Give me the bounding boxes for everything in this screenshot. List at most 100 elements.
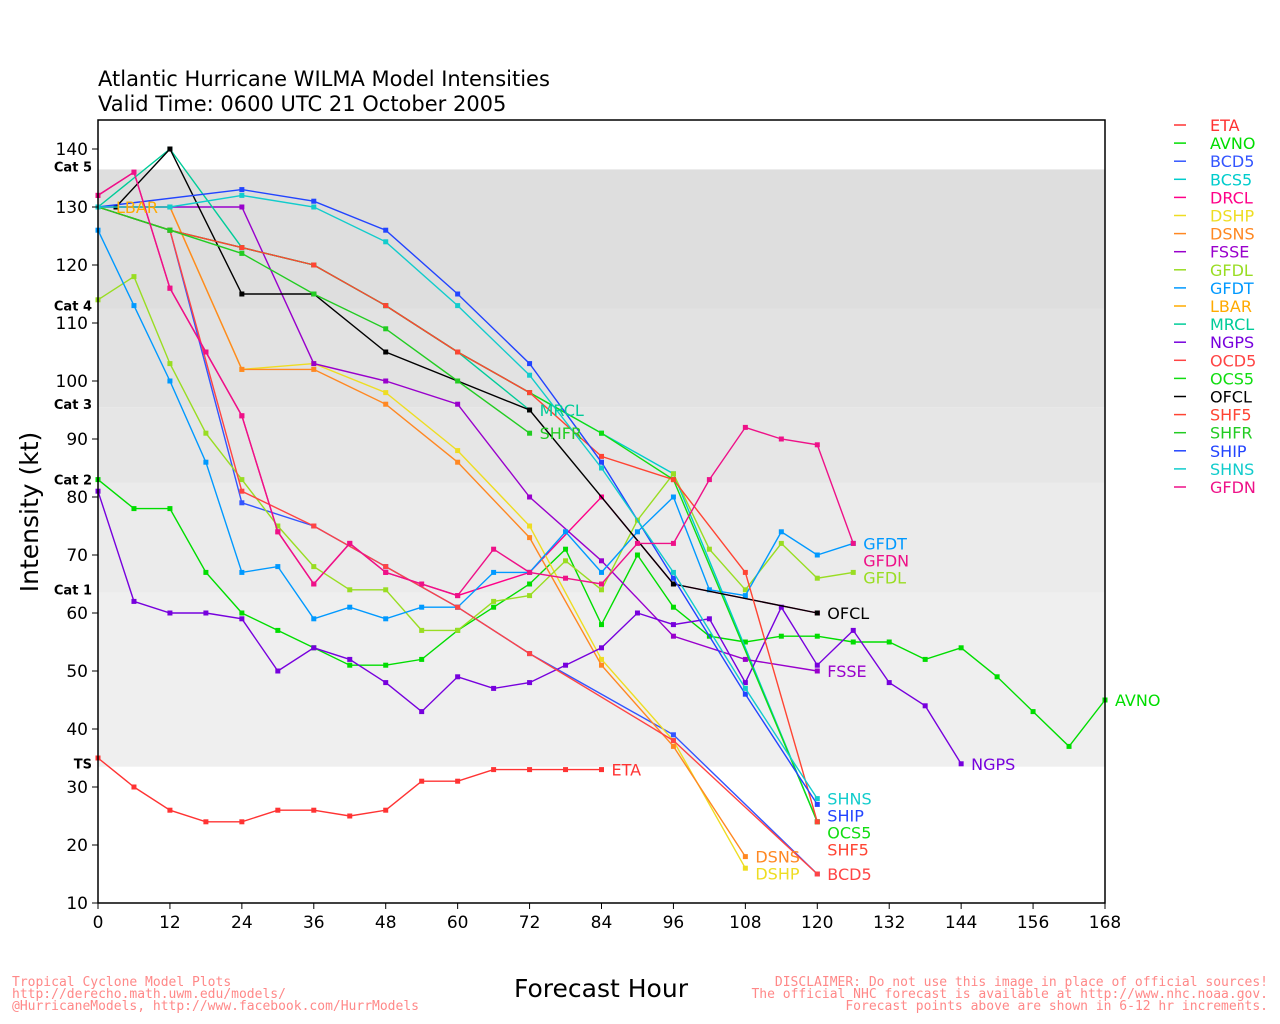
data-point bbox=[742, 854, 748, 860]
series-end-label: DSHP bbox=[755, 865, 800, 884]
data-point bbox=[778, 529, 784, 535]
series-line-gfdt bbox=[97, 229, 854, 620]
y-tick-label: 40 bbox=[66, 720, 88, 740]
data-point bbox=[239, 819, 245, 825]
x-tick-label: 12 bbox=[159, 913, 181, 933]
data-point bbox=[778, 436, 784, 442]
category-label: Cat 2 bbox=[54, 474, 92, 489]
data-point bbox=[527, 361, 533, 367]
x-tick-label: 108 bbox=[729, 913, 761, 933]
y-tick-label: 120 bbox=[56, 256, 88, 276]
data-point bbox=[599, 622, 604, 628]
data-point bbox=[778, 604, 784, 610]
data-point bbox=[311, 204, 317, 210]
data-point bbox=[527, 372, 533, 378]
data-point bbox=[670, 471, 676, 477]
data-point bbox=[419, 604, 425, 610]
data-point bbox=[167, 610, 173, 616]
data-point bbox=[742, 639, 748, 645]
data-point bbox=[383, 326, 389, 332]
footer-line: Tropical Cyclone Model Plots bbox=[12, 975, 232, 990]
legend-entry: SHIP bbox=[1210, 442, 1247, 461]
data-point bbox=[239, 204, 245, 210]
x-axis-label: Forecast Hour bbox=[514, 974, 689, 1003]
series-line-eta bbox=[97, 757, 602, 823]
series-end-label: OFCL bbox=[827, 604, 869, 623]
data-point bbox=[455, 674, 461, 680]
x-tick-label: 84 bbox=[591, 913, 613, 933]
data-point bbox=[850, 639, 856, 645]
y-tick-label: 60 bbox=[66, 604, 88, 624]
footer-line: @HurricaneModels, http://www.facebook.co… bbox=[12, 999, 419, 1014]
data-point bbox=[275, 807, 281, 813]
data-point bbox=[778, 540, 784, 546]
y-tick-label: 70 bbox=[66, 546, 88, 566]
series-line-ofcl bbox=[115, 147, 818, 614]
data-point bbox=[203, 349, 209, 355]
data-point bbox=[455, 604, 461, 610]
data-point bbox=[239, 187, 245, 193]
data-point bbox=[491, 604, 497, 610]
data-point bbox=[383, 303, 389, 309]
data-point bbox=[527, 407, 533, 413]
x-tick-label: 0 bbox=[93, 913, 104, 933]
data-point bbox=[563, 767, 569, 773]
data-point bbox=[814, 662, 820, 668]
data-point bbox=[706, 477, 712, 483]
data-point bbox=[922, 656, 928, 662]
data-point bbox=[383, 616, 389, 622]
series-end-label: OCS5 bbox=[827, 824, 871, 843]
series-end-label: SHFR bbox=[540, 424, 583, 443]
data-point bbox=[419, 656, 425, 662]
data-point bbox=[814, 819, 820, 825]
legend-entry: OCS5 bbox=[1210, 369, 1254, 388]
data-point bbox=[203, 430, 209, 436]
data-point bbox=[311, 807, 317, 813]
legend-entry: DSNS bbox=[1210, 225, 1255, 244]
data-point bbox=[167, 807, 173, 813]
data-point bbox=[455, 459, 461, 465]
y-tick-label: 90 bbox=[66, 430, 88, 450]
data-point bbox=[383, 239, 389, 245]
data-point bbox=[527, 680, 533, 686]
data-point bbox=[203, 459, 209, 465]
x-tick-label: 132 bbox=[873, 913, 905, 933]
data-point bbox=[455, 593, 461, 599]
data-point bbox=[239, 616, 245, 622]
data-point bbox=[275, 529, 281, 535]
data-point bbox=[311, 366, 317, 372]
footer-line: Forecast points above are shown in 6-12 … bbox=[845, 999, 1268, 1014]
series-end-label: MRCL bbox=[540, 401, 584, 420]
data-point bbox=[742, 691, 748, 697]
data-point bbox=[670, 575, 676, 581]
data-point bbox=[527, 569, 533, 575]
data-point bbox=[203, 610, 209, 616]
data-point bbox=[347, 604, 353, 610]
chart-title: Atlantic Hurricane WILMA Model Intensiti… bbox=[98, 67, 550, 91]
data-point bbox=[239, 477, 245, 483]
x-tick-label: 72 bbox=[519, 913, 541, 933]
legend-entry: BCD5 bbox=[1210, 152, 1254, 171]
data-point bbox=[383, 564, 389, 570]
data-point bbox=[670, 540, 676, 546]
footer-line: DISCLAIMER: Do not use this image in pla… bbox=[774, 975, 1268, 990]
data-point bbox=[670, 581, 676, 587]
data-point bbox=[383, 569, 389, 575]
data-point bbox=[814, 871, 820, 877]
data-point bbox=[850, 627, 856, 633]
series-line-gfdl bbox=[97, 275, 854, 632]
series-end-label: LBAR bbox=[116, 198, 158, 217]
data-point bbox=[958, 761, 964, 767]
y-tick-label: 10 bbox=[66, 894, 88, 914]
x-tick-label: 24 bbox=[231, 913, 253, 933]
series-end-label: GFDN bbox=[863, 551, 909, 570]
data-point bbox=[599, 558, 604, 564]
data-point bbox=[563, 662, 569, 668]
data-point bbox=[383, 807, 389, 813]
data-point bbox=[563, 558, 569, 564]
data-point bbox=[167, 204, 173, 210]
data-point bbox=[1030, 709, 1036, 715]
data-point bbox=[239, 245, 245, 251]
